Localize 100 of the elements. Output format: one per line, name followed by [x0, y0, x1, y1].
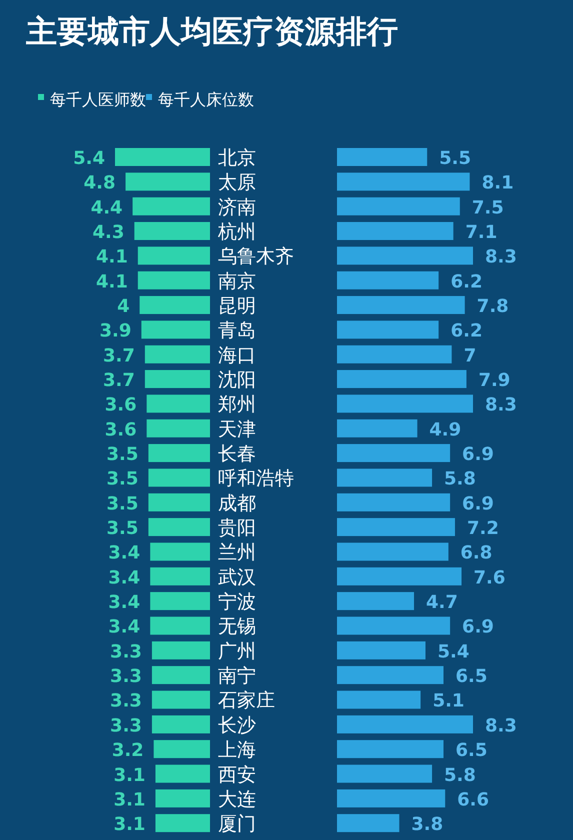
bar — [148, 468, 210, 487]
y-tick-label: 无锡 — [218, 616, 256, 638]
data-label: 3.4 — [108, 592, 140, 614]
data-label: 3.6 — [104, 419, 137, 440]
bar — [155, 764, 210, 783]
data-label: 3.2 — [112, 740, 144, 762]
bar — [337, 296, 465, 314]
bar — [146, 419, 210, 438]
data-label: 3.1 — [114, 814, 146, 836]
bar — [138, 246, 210, 265]
legend-label: 每千人床位数 — [158, 90, 254, 109]
y-tick-label: 沈阳 — [218, 369, 256, 392]
bar — [337, 740, 444, 758]
bar — [337, 690, 421, 709]
data-label: 3.5 — [106, 468, 138, 490]
bar — [148, 493, 210, 512]
y-tick-label: 长沙 — [218, 714, 256, 736]
bar — [146, 394, 210, 413]
bar — [141, 320, 210, 339]
data-label: 6.5 — [456, 666, 488, 688]
bar — [337, 616, 450, 635]
data-label: 7.5 — [472, 197, 504, 218]
data-label: 7.1 — [465, 222, 498, 244]
data-label: 6.9 — [462, 616, 494, 638]
bar — [337, 345, 452, 364]
y-tick-label: 贵阳 — [218, 517, 256, 540]
data-label: 6.8 — [460, 542, 492, 564]
data-label: 6.2 — [450, 320, 482, 342]
bar — [152, 690, 210, 709]
data-label: 6.9 — [462, 444, 494, 466]
bar — [337, 419, 418, 438]
data-label: 8.3 — [485, 394, 517, 416]
bar — [150, 592, 210, 610]
y-tick-label: 南京 — [218, 270, 256, 292]
data-label: 5.4 — [437, 641, 470, 662]
bar — [150, 542, 210, 561]
data-label: 4.8 — [84, 172, 116, 194]
data-label: 4.9 — [429, 419, 462, 440]
y-tick-label: 成都 — [218, 492, 256, 514]
y-tick-label: 太原 — [218, 172, 256, 194]
bar — [154, 740, 210, 758]
data-label: 3.3 — [110, 666, 142, 688]
data-label: 5.8 — [444, 468, 476, 490]
bar — [155, 814, 210, 832]
bar — [337, 468, 432, 487]
data-label: 5.4 — [73, 148, 105, 169]
y-tick-label: 昆明 — [218, 295, 256, 318]
data-label: 8.3 — [485, 246, 517, 268]
data-label: 3.9 — [100, 320, 132, 342]
data-label: 3.6 — [104, 394, 137, 416]
bar — [148, 518, 210, 536]
bar — [132, 197, 210, 216]
bar — [337, 493, 450, 512]
y-tick-label: 呼和浩特 — [218, 468, 294, 490]
bar — [134, 222, 210, 240]
bar — [337, 444, 450, 462]
data-label: 3.8 — [411, 814, 444, 836]
bar — [126, 172, 210, 191]
bar — [337, 370, 466, 388]
data-label: 3.1 — [114, 764, 146, 786]
data-label: 8.3 — [485, 715, 517, 736]
data-label: 3.3 — [110, 641, 142, 662]
bar — [144, 370, 210, 388]
y-tick-label: 杭州 — [217, 221, 256, 244]
bar — [150, 616, 210, 635]
bar — [115, 148, 210, 166]
data-label: 4.3 — [92, 222, 124, 244]
chart-title: 主要城市人均医疗资源排行 — [25, 14, 398, 50]
bar — [337, 542, 448, 561]
y-tick-label: 海口 — [218, 344, 256, 366]
data-label: 8.1 — [482, 172, 514, 194]
y-tick-label: 天津 — [218, 418, 256, 440]
y-tick-label: 广州 — [218, 640, 256, 662]
data-label: 4.1 — [96, 246, 128, 268]
data-label: 3.5 — [106, 518, 138, 540]
bar — [337, 172, 470, 191]
data-label: 3.1 — [114, 789, 146, 810]
y-tick-label: 大连 — [218, 788, 256, 810]
y-tick-label: 青岛 — [218, 320, 256, 342]
data-label: 6.9 — [462, 493, 494, 514]
bar — [152, 666, 210, 684]
data-label: 4.4 — [90, 197, 123, 218]
data-label: 3.3 — [110, 715, 142, 736]
data-label: 4 — [117, 296, 130, 318]
y-tick-label: 兰州 — [218, 542, 256, 564]
y-tick-label: 南宁 — [218, 665, 256, 688]
bar — [337, 518, 455, 536]
y-tick-label: 郑州 — [218, 394, 256, 416]
bar — [152, 715, 210, 734]
data-label: 7.6 — [474, 567, 506, 588]
y-tick-label: 乌鲁木齐 — [218, 246, 294, 268]
data-label: 3.5 — [106, 444, 138, 466]
bar — [138, 271, 210, 290]
bar — [337, 246, 473, 265]
bar — [337, 320, 439, 339]
y-tick-label: 石家庄 — [218, 690, 275, 712]
data-label: 7.9 — [478, 370, 510, 392]
bar — [337, 764, 432, 783]
y-tick-label: 济南 — [218, 196, 256, 218]
data-label: 5.8 — [444, 764, 476, 786]
